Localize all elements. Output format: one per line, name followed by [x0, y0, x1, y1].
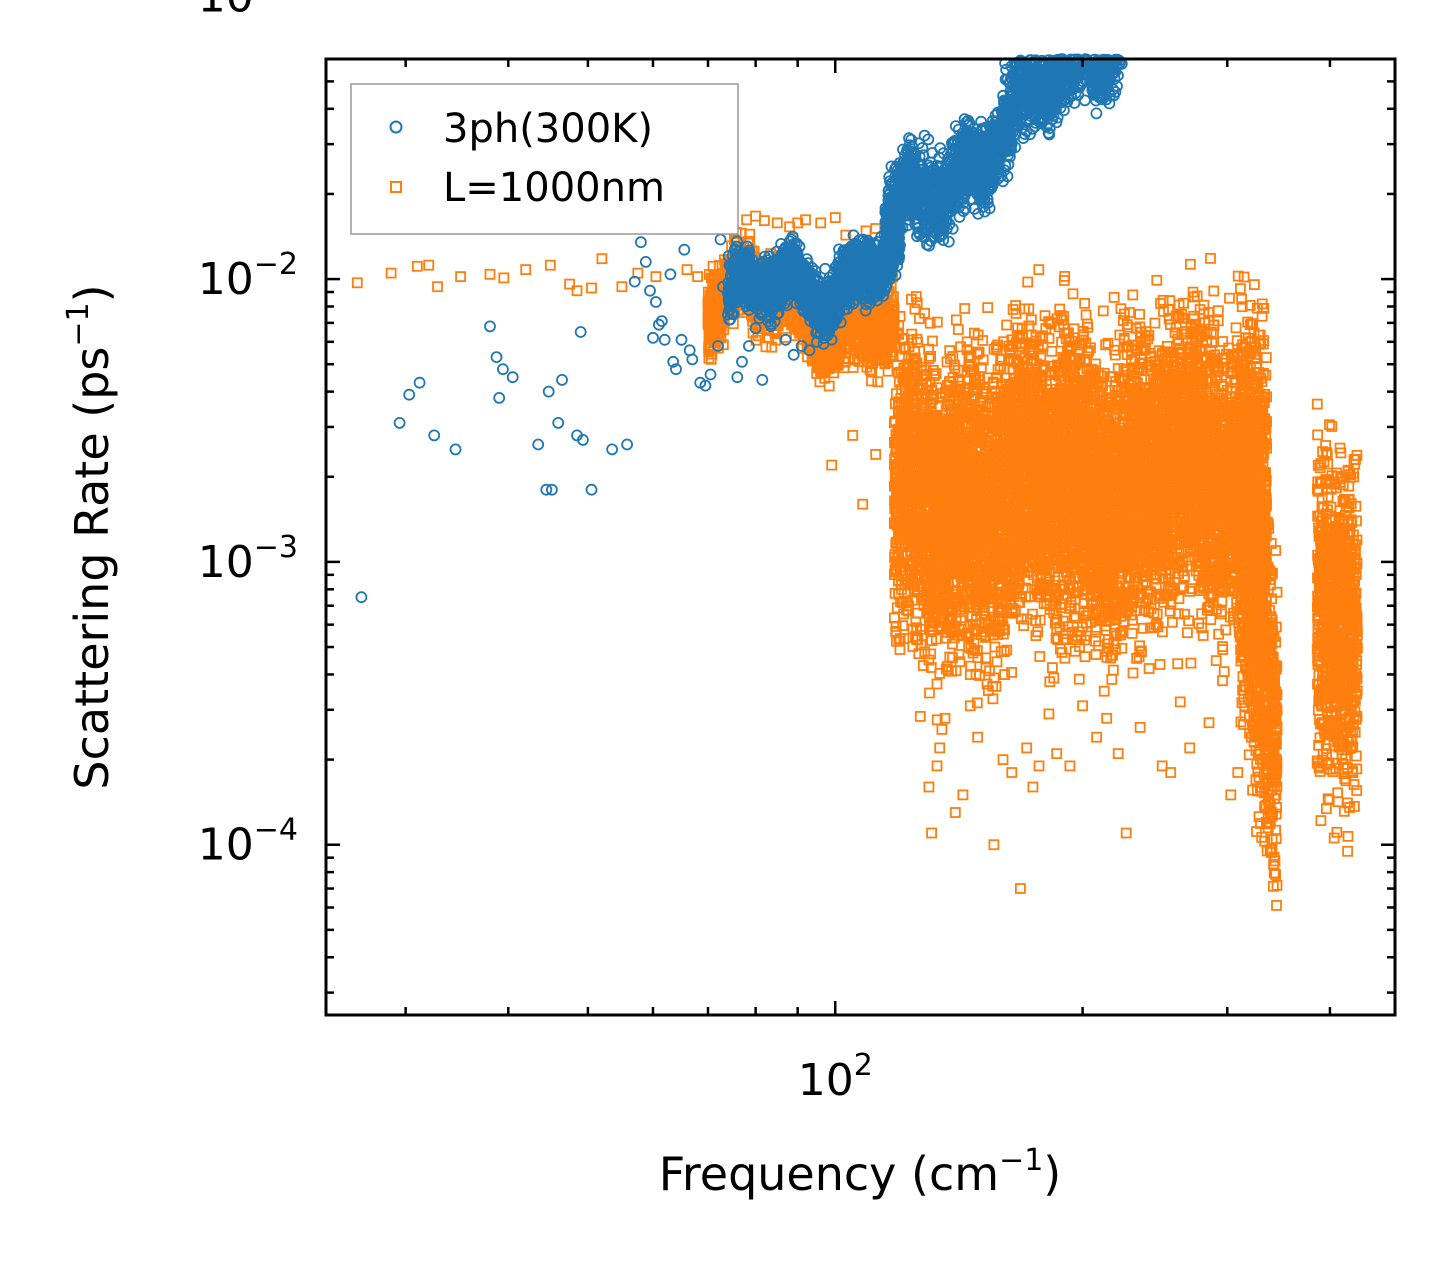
data-point: [750, 334, 762, 346]
data-point: [1249, 279, 1260, 291]
data-point: [854, 324, 866, 336]
data-point: [747, 315, 758, 327]
data-point: [823, 380, 835, 392]
data-point: [872, 376, 884, 388]
data-point: [864, 364, 876, 376]
data-point: [705, 341, 716, 353]
data-point: [1154, 659, 1166, 670]
data-point: [704, 312, 715, 324]
data-point: [852, 306, 864, 318]
data-point: [828, 367, 840, 379]
data-points-layer: [351, 53, 1363, 911]
data-point: [839, 326, 851, 338]
data-point: [879, 331, 890, 343]
data-point: [882, 333, 894, 345]
data-point: [1217, 336, 1229, 347]
data-point: [706, 325, 718, 337]
data-point: [853, 356, 865, 367]
data-point: [816, 345, 827, 357]
data-point: [867, 324, 879, 336]
data-point: [706, 348, 718, 360]
data-point: [744, 228, 756, 240]
series-boundary: [351, 210, 1363, 911]
data-point: [868, 340, 879, 352]
data-point: [861, 361, 873, 373]
data-point: [1039, 310, 1051, 322]
data-point: [854, 338, 866, 350]
data-point: [794, 317, 805, 329]
data-point: [1167, 616, 1178, 628]
data-point: [810, 338, 821, 350]
data-point: [868, 323, 880, 335]
data-point: [708, 301, 720, 313]
data-point: [705, 272, 717, 284]
data-point: [763, 331, 775, 343]
data-point: [830, 350, 842, 362]
data-point: [887, 301, 898, 313]
data-point: [982, 302, 994, 314]
data-point: [824, 353, 835, 364]
data-point: [1073, 673, 1085, 685]
